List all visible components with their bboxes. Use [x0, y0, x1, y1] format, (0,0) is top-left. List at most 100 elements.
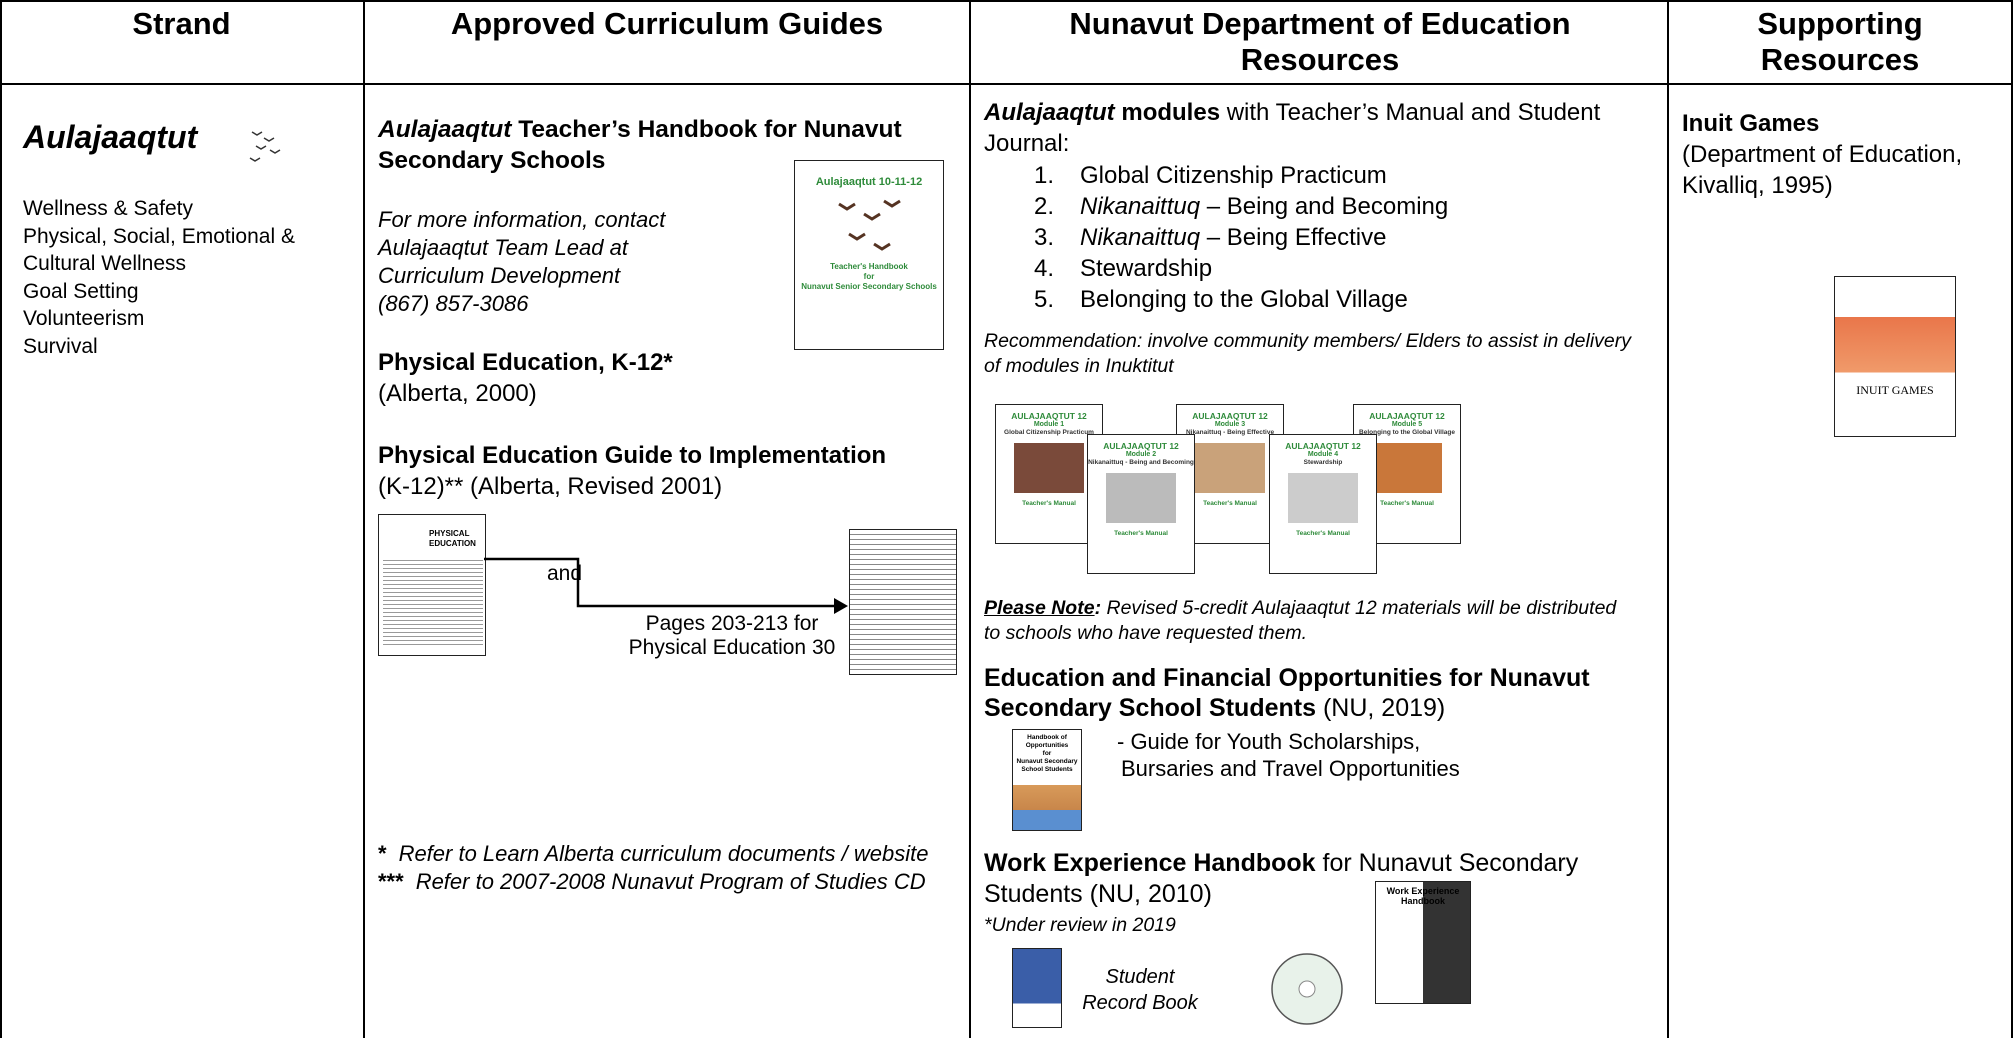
table-border — [0, 83, 2013, 85]
page-lines — [383, 557, 483, 645]
cover-module: Module 4 — [1307, 451, 1339, 458]
module-cover: AULAJAAQTUT 12 Module 4 Stewardship Teacher… — [1269, 434, 1377, 574]
pages-line: Pages 203-213 for — [645, 612, 819, 635]
cover-name: Global Citizenship Practicum — [1004, 429, 1094, 436]
opportunities-title: Education and Financial Opportunities fo… — [984, 663, 1664, 723]
description-line: - Guide for Youth Scholarships, — [1117, 729, 1421, 754]
source: (NU, 2019) — [1316, 694, 1446, 722]
table-border — [969, 0, 971, 1038]
bold-title: modules — [1114, 99, 1221, 126]
module-italic: Nikanaittuq — [1080, 193, 1201, 220]
cd-image — [1271, 953, 1343, 1025]
strand-item: Physical, Social, Emotional & — [23, 224, 295, 248]
note-text: Revised 5-credit Aulajaaqtut 12 material… — [984, 597, 1617, 644]
module-cover: AULAJAAQTUT 12 Module 2 Nikanaittuq - Bein… — [1087, 434, 1195, 574]
module-cover: AULAJAAQTUT 12 Module 1 Global Citizenship… — [995, 404, 1103, 544]
module-item: Global Citizenship Practicum — [1034, 160, 1448, 191]
birds-icon — [249, 131, 281, 162]
cover-title: Nunavut Secondary — [1016, 758, 1078, 765]
italic-title: Aulajaaqtut — [984, 99, 1115, 126]
guide-title: Physical Education, K-12* — [378, 349, 673, 376]
cover-manual: Teacher's Manual — [1114, 530, 1168, 537]
strand-item: Cultural Wellness — [23, 252, 187, 276]
bold-title: Education and Financial Opportunities fo… — [984, 664, 1590, 722]
cover-module: Module 1 — [1033, 421, 1065, 428]
supporting-source: (Department of Education, Kivalliq, 1995… — [1682, 141, 1963, 199]
cover-module: Module 2 — [1125, 451, 1157, 458]
cover-title: Aulajaaqtut 10-11-12 — [815, 176, 923, 188]
work-cover: Work Experience Handbook — [1375, 881, 1471, 1004]
contact-info: For more information, contact Aulajaaqtut… — [378, 206, 665, 318]
cover-art — [1195, 443, 1265, 493]
cover-title: AULAJAAQTUT 12 — [1285, 441, 1361, 451]
strand-title: Aulajaaqtut — [23, 119, 198, 155]
cover-title: EDUCATION — [429, 539, 476, 548]
cover-subtitle: for — [863, 272, 875, 281]
column-header: Nunavut Department of Education Resource… — [1069, 6, 1571, 77]
cover-art — [1106, 473, 1176, 523]
cover-name: Nikanaittuq - Being Effective — [1185, 429, 1275, 436]
pages-note: Pages 203-213 for Physical Education 30 — [612, 612, 852, 660]
cover-name: Stewardship — [1303, 459, 1343, 466]
footnote-text: Refer to Learn Alberta curriculum docume… — [398, 841, 929, 866]
cover-manual: Teacher's Manual — [1380, 500, 1434, 507]
note-colon: : — [1094, 597, 1102, 619]
module-item: Belonging to the Global Village — [1034, 284, 1448, 315]
cover-title: AULAJAAQTUT 12 — [1369, 411, 1445, 421]
description-line: Bursaries and Travel Opportunities — [1121, 756, 1460, 781]
cover-subtitle: Teacher's Handbook — [830, 262, 908, 271]
module-text: Stewardship — [1080, 255, 1213, 282]
note-label: Please Note — [984, 597, 1095, 619]
record-book-label: Student Record Book — [1070, 964, 1210, 1016]
guide-source: (K-12)** (Alberta, Revised 2001) — [378, 473, 723, 500]
birds-art — [838, 199, 901, 251]
opportunities-description: - Guide for Youth Scholarships, Bursarie… — [1117, 728, 1460, 782]
footnote-mark: *** — [378, 869, 404, 894]
table-border — [363, 0, 365, 1038]
cover-art — [1014, 443, 1084, 493]
contact-line: Aulajaaqtut Team Lead at — [378, 235, 628, 260]
cover-title: INUIT GAMES — [1856, 383, 1934, 397]
module-text: Global Citizenship Practicum — [1080, 162, 1387, 189]
guide-title: Physical Education Guide to Implementati… — [378, 442, 887, 469]
recommendation: Recommendation: involve community member… — [984, 330, 1631, 377]
italic-title: Aulajaaqtut — [378, 116, 512, 143]
cover-name: Nikanaittuq - Being and Becoming — [1088, 459, 1194, 466]
column-header: Approved Curriculum Guides — [450, 6, 884, 41]
table-border — [0, 0, 2, 1038]
module-text: Belonging to the Global Village — [1080, 286, 1408, 313]
cover-title: School Students — [1021, 766, 1073, 773]
cover-title: PHYSICAL — [429, 529, 470, 538]
module-text: – Being and Becoming — [1200, 193, 1449, 220]
footnote-mark: * — [378, 841, 387, 866]
module-list: Global Citizenship Practicum Nikanaittuq … — [1034, 160, 1448, 315]
table-border — [0, 0, 2013, 2]
intro-text: with Teacher’s Manual and Student Journa… — [984, 99, 1601, 157]
cover-subtitle: Nunavut Senior Secondary Schools — [801, 282, 937, 291]
pages-line: Physical Education 30 — [628, 636, 836, 659]
contact-line: For more information, contact — [378, 207, 666, 232]
cover-art — [1288, 473, 1358, 523]
cover-title: Handbook — [1401, 896, 1445, 906]
cover-title: AULAJAAQTUT 12 — [1192, 411, 1268, 421]
opportunities-cover: Handbook of Opportunities for Nunavut Secon… — [1012, 729, 1082, 831]
connector-arrow — [484, 557, 848, 614]
pe-cover: PHYSICAL EDUCATION — [378, 514, 486, 656]
module-text: – Being Effective — [1200, 224, 1387, 251]
cover-module: Module 3 — [1214, 421, 1246, 428]
cover-module: Module 5 — [1391, 421, 1423, 428]
review-note: *Under review in 2019 — [984, 914, 1176, 936]
table-border — [1667, 0, 1669, 1038]
strand-item: Wellness & Safety — [23, 197, 194, 220]
record-line: Student — [1105, 966, 1175, 988]
strand-item: Goal Setting — [23, 279, 139, 303]
handbook-cover: Aulajaaqtut 10-11-12 Teacher's Handbook … — [794, 160, 944, 350]
bold-title: Work Experience Handbook — [984, 849, 1316, 877]
strand-item: Volunteerism — [23, 307, 145, 331]
strand-item: Survival — [23, 334, 98, 358]
module-item: Stewardship — [1034, 253, 1448, 284]
connector-label: and — [547, 562, 583, 585]
guide-title: Aulajaaqtut Teacher’s Handbook for Nunav… — [378, 114, 958, 176]
table-border — [2011, 0, 2013, 1038]
